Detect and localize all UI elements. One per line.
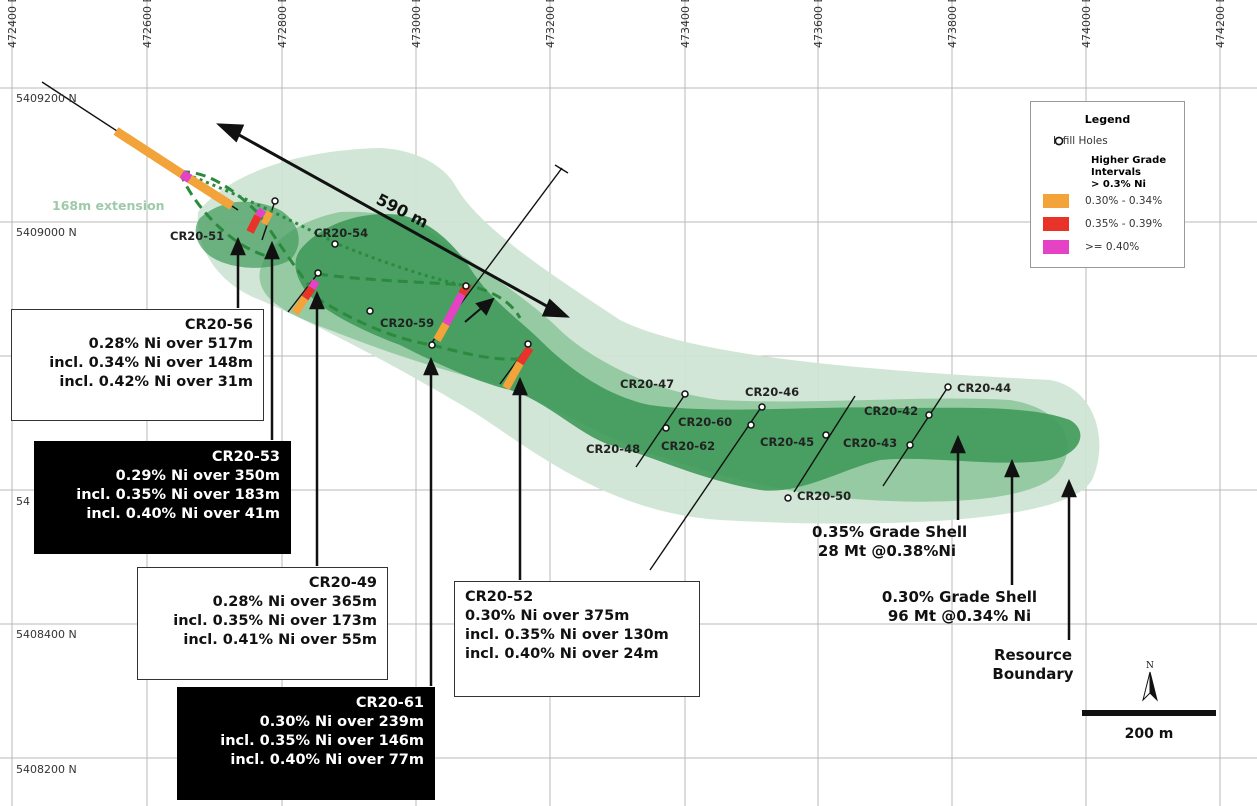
hole-label: CR20-60: [678, 415, 732, 429]
legend-swatch: [1043, 240, 1069, 254]
collar-markers: [271, 197, 952, 502]
annotation-line: Boundary: [992, 665, 1074, 683]
infill-hole-icon: [1054, 136, 1064, 146]
hole-label: CR20-62: [661, 439, 715, 453]
annotation-line: 96 Mt @0.34% Ni: [887, 607, 1032, 625]
easting-label: 473200 E: [544, 0, 557, 48]
grade-intervals: [113, 127, 534, 390]
annotation-line: Resource: [993, 646, 1073, 664]
scale-label: 200 m: [1125, 726, 1174, 742]
resource-boundary-annotation: Resource Boundary: [978, 646, 1088, 684]
scale-bar: [1082, 710, 1216, 716]
north-arrow-icon: [1142, 671, 1158, 702]
callout-line: 0.30% Ni over 239m: [259, 714, 424, 730]
hole-label: CR20-54: [314, 226, 368, 240]
hole-label: CR20-48: [586, 442, 640, 456]
legend: Legend Infill Holes Higher Grade Interva…: [1030, 101, 1185, 268]
easting-label: 474200 E: [1214, 0, 1227, 48]
hole-label: CR20-43: [843, 436, 897, 450]
northing-label: 5409000 N: [16, 226, 77, 239]
hole-label: CR20-47: [620, 377, 674, 391]
callout-line: 0.30% Ni over 375m: [465, 608, 630, 624]
hole-label: CR20-45: [760, 435, 814, 449]
northing-label: 5409200 N: [16, 92, 77, 105]
northing-label: 54: [16, 495, 30, 508]
callout-line: incl. 0.34% Ni over 148m: [49, 355, 253, 371]
hole-label: CR20-59: [380, 316, 434, 330]
callout-line: incl. 0.40% Ni over 41m: [86, 506, 280, 522]
hole-label: CR20-42: [864, 404, 918, 418]
legend-subtitle: Higher Grade Intervals: [1091, 155, 1167, 178]
callout-cr20-52: CR20-52 0.30% Ni over 375m incl. 0.35% N…: [454, 581, 700, 697]
legend-subtitle: > 0.3% Ni: [1091, 179, 1146, 190]
extension-label: 168m extension: [52, 198, 165, 213]
legend-infill-row: Infill Holes: [1053, 135, 1108, 147]
hole-label: CR20-46: [745, 385, 799, 399]
easting-label: 472600 E: [141, 0, 154, 48]
legend-class-label: 0.35% - 0.39%: [1085, 218, 1163, 230]
legend-class-label: 0.30% - 0.34%: [1085, 195, 1163, 207]
legend-title: Legend: [1084, 113, 1131, 126]
legend-swatch: [1043, 194, 1069, 208]
callout-cr20-61: CR20-61 0.30% Ni over 239m incl. 0.35% N…: [177, 687, 435, 800]
legend-class-row: >= 0.40%: [1043, 240, 1139, 254]
callout-id: CR20-56: [184, 317, 253, 333]
callout-id: CR20-61: [355, 695, 424, 711]
legend-class-row: 0.30% - 0.34%: [1043, 194, 1162, 208]
legend-class-label: >= 0.40%: [1085, 241, 1140, 253]
callout-line: incl. 0.42% Ni over 31m: [59, 374, 253, 390]
callout-line: 0.28% Ni over 517m: [88, 336, 253, 352]
callout-line: incl. 0.35% Ni over 183m: [76, 487, 280, 503]
easting-label: 473600 E: [812, 0, 825, 48]
callout-line: incl. 0.35% Ni over 146m: [220, 733, 424, 749]
distance-arrow: [216, 123, 570, 323]
easting-label: 474000 E: [1080, 0, 1093, 48]
callout-line: incl. 0.40% Ni over 77m: [230, 752, 424, 768]
hole-label: CR20-44: [957, 381, 1011, 395]
hole-label: CR20-50: [797, 489, 851, 503]
legend-swatch: [1043, 217, 1069, 231]
easting-label: 472400 E: [6, 0, 19, 48]
callout-line: incl. 0.40% Ni over 24m: [465, 646, 659, 662]
callout-id: CR20-53: [211, 449, 280, 465]
legend-class-row: 0.35% - 0.39%: [1043, 217, 1162, 231]
shell-030-annotation: 0.30% Grade Shell 96 Mt @0.34% Ni: [862, 588, 1057, 626]
easting-label: 473800 E: [946, 0, 959, 48]
easting-label: 473000 E: [410, 0, 423, 48]
legend-higher-grade: Higher Grade Intervals > 0.3% Ni: [1091, 155, 1184, 191]
shell-035-annotation: 0.35% Grade Shell 28 Mt @0.38%Ni: [812, 523, 968, 561]
callout-cr20-53: CR20-53 0.29% Ni over 350m incl. 0.35% N…: [34, 441, 291, 554]
hole-label: CR20-51: [170, 229, 224, 243]
easting-label: 473400 E: [679, 0, 692, 48]
easting-label: 472800 E: [276, 0, 289, 48]
callout-id: CR20-49: [308, 575, 377, 591]
callout-cr20-56: CR20-56 0.28% Ni over 517m incl. 0.34% N…: [11, 309, 264, 421]
annotation-line: 28 Mt @0.38%Ni: [817, 542, 957, 560]
annotation-line: 0.35% Grade Shell: [812, 523, 968, 541]
callout-line: 0.28% Ni over 365m: [212, 594, 377, 610]
northing-label: 5408200 N: [16, 763, 77, 776]
leader-arrows: [230, 236, 1077, 686]
callout-id: CR20-52: [465, 589, 534, 605]
northing-label: 5408400 N: [16, 628, 77, 641]
callout-line: 0.29% Ni over 350m: [115, 468, 280, 484]
legend-infill-label: Infill Holes: [1053, 135, 1108, 147]
grade-shell-035: [295, 214, 1081, 491]
callout-line: incl. 0.35% Ni over 130m: [465, 627, 669, 643]
callout-line: incl. 0.35% Ni over 173m: [173, 613, 377, 629]
callout-cr20-49: CR20-49 0.28% Ni over 365m incl. 0.35% N…: [137, 567, 388, 680]
callout-line: incl. 0.41% Ni over 55m: [183, 632, 377, 648]
north-label: N: [1146, 661, 1154, 671]
annotation-line: 0.30% Grade Shell: [881, 588, 1038, 606]
